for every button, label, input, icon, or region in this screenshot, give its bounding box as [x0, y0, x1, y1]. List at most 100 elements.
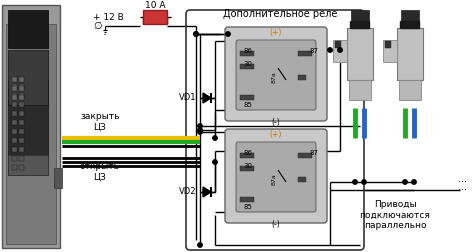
Bar [298, 75, 306, 80]
Bar [12, 102, 17, 107]
Bar [12, 156, 17, 161]
Bar [19, 138, 24, 143]
Bar [347, 28, 373, 80]
Text: (+): (+) [270, 28, 282, 38]
Circle shape [362, 180, 366, 184]
Circle shape [198, 124, 202, 128]
Text: 87: 87 [310, 150, 319, 156]
FancyBboxPatch shape [225, 27, 327, 121]
Text: ···: ··· [458, 177, 467, 187]
Bar [19, 129, 24, 134]
Text: 86: 86 [244, 48, 253, 54]
Bar [8, 10, 48, 48]
Text: Приводы
подключаются
параллельно: Приводы подключаются параллельно [360, 200, 430, 230]
Circle shape [198, 243, 202, 247]
Bar [12, 129, 17, 134]
Bar [19, 147, 24, 152]
Bar [6, 24, 56, 244]
FancyBboxPatch shape [350, 21, 370, 29]
Bar [240, 51, 254, 56]
Bar [12, 111, 17, 116]
Bar [19, 156, 24, 161]
Text: (-): (-) [272, 220, 281, 230]
Text: Дополнительное реле: Дополнительное реле [223, 9, 337, 19]
Circle shape [198, 128, 202, 132]
Bar [12, 95, 17, 100]
Bar [54, 168, 62, 188]
Bar [19, 165, 24, 170]
Bar [401, 10, 419, 22]
FancyBboxPatch shape [236, 142, 316, 212]
Bar [385, 41, 391, 48]
Bar [240, 64, 254, 69]
Bar [298, 51, 312, 56]
Bar [12, 147, 17, 152]
Circle shape [194, 32, 198, 36]
Bar [351, 10, 369, 22]
Bar [298, 177, 306, 182]
Circle shape [213, 136, 217, 140]
Circle shape [198, 130, 202, 134]
Text: 85: 85 [244, 204, 253, 210]
Text: 10 А: 10 А [145, 2, 165, 11]
Text: 30: 30 [244, 61, 253, 67]
Circle shape [328, 48, 332, 52]
Bar [12, 93, 17, 98]
Circle shape [194, 32, 198, 36]
Bar [240, 153, 254, 158]
Bar [19, 93, 24, 98]
Circle shape [353, 180, 357, 184]
Text: ∅: ∅ [93, 21, 101, 31]
FancyBboxPatch shape [236, 40, 316, 110]
Bar [397, 28, 423, 80]
Bar [8, 80, 48, 175]
Text: (-): (-) [272, 118, 281, 128]
Bar [12, 84, 17, 89]
Text: 30: 30 [244, 163, 253, 169]
Bar [12, 138, 17, 143]
Circle shape [403, 180, 407, 184]
Bar [19, 86, 24, 91]
Circle shape [226, 32, 230, 36]
Bar [8, 50, 48, 105]
Text: 86: 86 [244, 150, 253, 156]
Bar [240, 95, 254, 100]
Bar [19, 95, 24, 100]
Bar [12, 165, 17, 170]
Bar [2, 5, 60, 248]
Bar [12, 120, 17, 125]
Polygon shape [203, 93, 211, 103]
Bar [12, 77, 17, 82]
Bar [240, 197, 254, 202]
Bar [333, 40, 347, 62]
Polygon shape [203, 187, 211, 197]
FancyBboxPatch shape [400, 21, 420, 29]
Bar [12, 86, 17, 91]
Circle shape [338, 48, 342, 52]
Circle shape [213, 160, 217, 164]
Bar [143, 10, 167, 24]
Bar [335, 41, 341, 48]
Bar [399, 80, 421, 100]
Bar [349, 80, 371, 100]
Text: + 12 В: + 12 В [93, 13, 124, 21]
Bar [383, 40, 397, 62]
Text: ···: ··· [458, 185, 467, 195]
Text: VD1: VD1 [179, 93, 196, 103]
Text: VD2: VD2 [179, 187, 196, 197]
Bar [8, 155, 48, 175]
Bar [19, 84, 24, 89]
Text: (+): (+) [270, 131, 282, 140]
Text: 87а: 87а [272, 71, 276, 83]
Bar [19, 120, 24, 125]
Text: 85: 85 [244, 102, 253, 108]
Text: открыть
ЦЗ: открыть ЦЗ [80, 162, 120, 182]
Circle shape [412, 180, 416, 184]
Text: 87а: 87а [272, 173, 276, 185]
Bar [240, 166, 254, 171]
Bar [19, 111, 24, 116]
Bar [19, 77, 24, 82]
Bar [19, 102, 24, 107]
FancyBboxPatch shape [225, 129, 327, 223]
Bar [298, 153, 312, 158]
